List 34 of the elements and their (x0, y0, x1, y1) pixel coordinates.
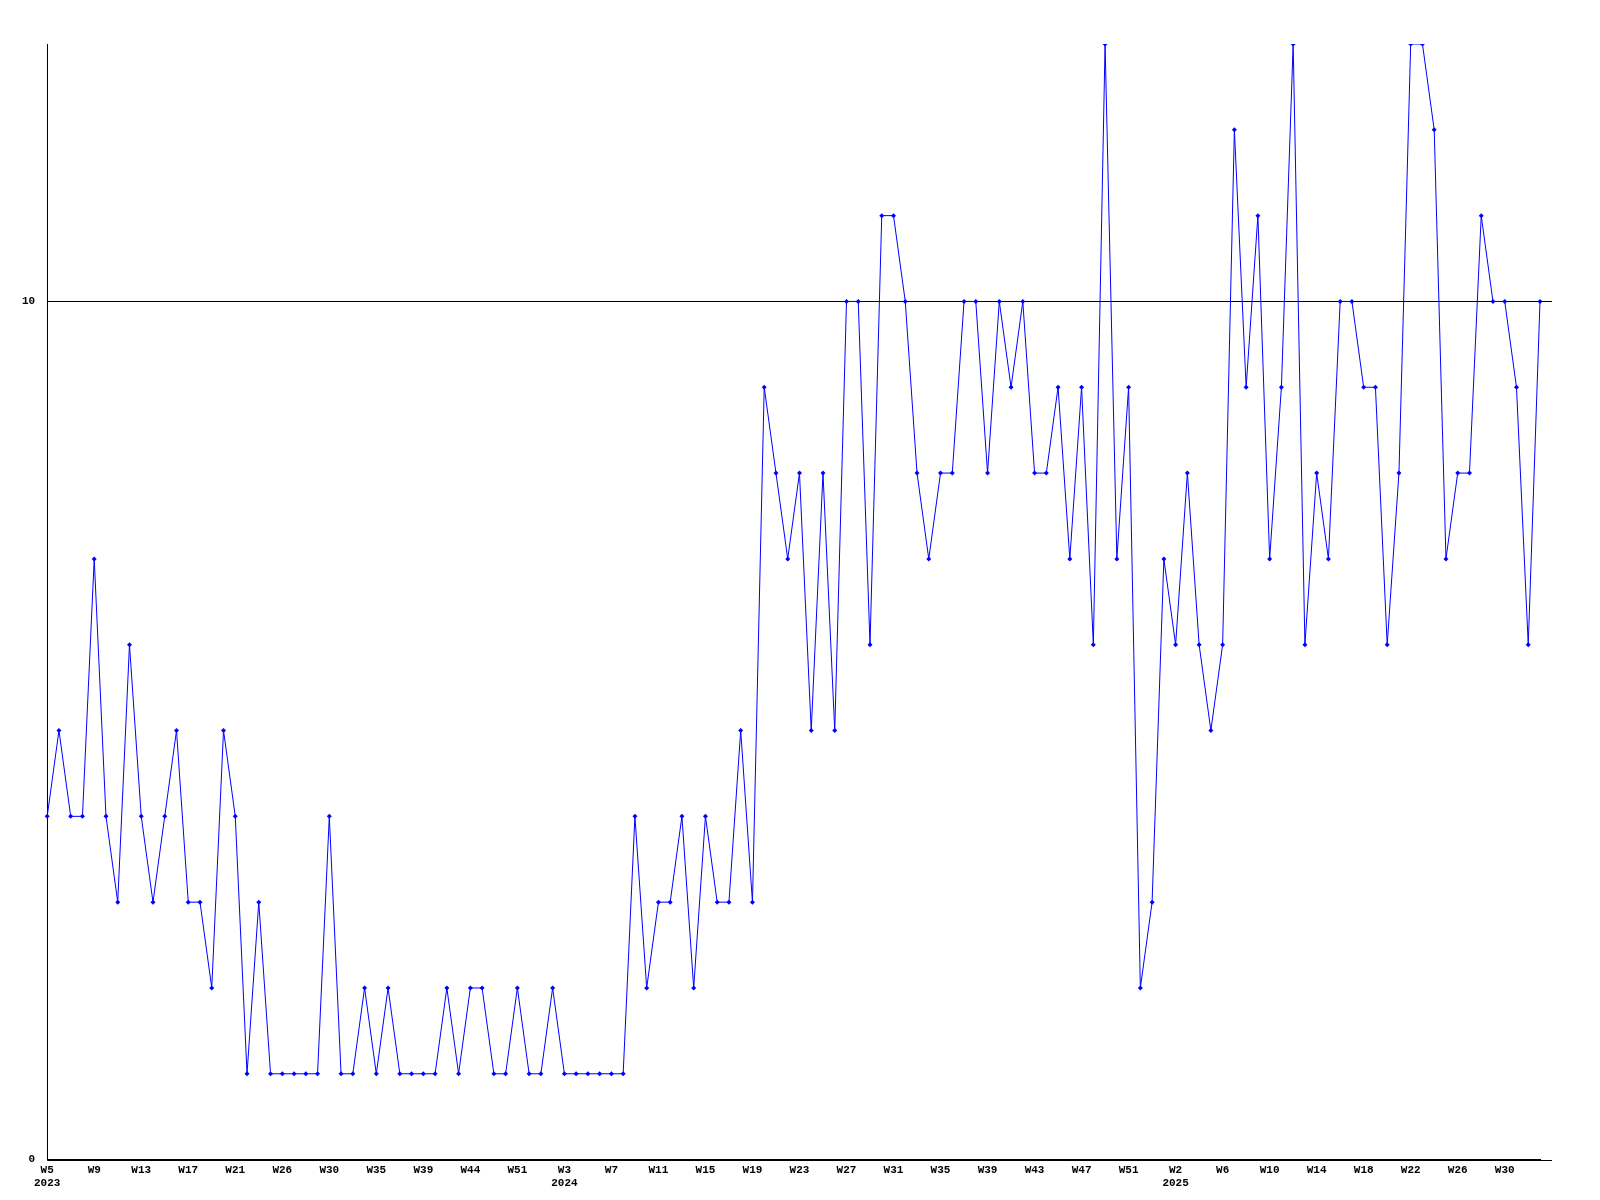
x-tick-label: W27 (836, 1163, 857, 1176)
x-tick-label: W11 (648, 1163, 669, 1176)
x-tick-label: W7 (604, 1163, 619, 1176)
x-tick-label: W17 (178, 1163, 199, 1176)
x-tick-label: W6 (1216, 1163, 1230, 1176)
x-tick-label: W30 (1494, 1163, 1515, 1176)
x-tick-label: W19 (742, 1163, 763, 1176)
x-tick-label: W23 (789, 1163, 810, 1176)
x-tick-label: W5 2023 (34, 1163, 61, 1190)
x-tick-label: W35 (366, 1163, 387, 1176)
x-tick-label: W14 (1306, 1163, 1327, 1176)
x-tick-label: W43 (1024, 1163, 1045, 1176)
x-tick-label: W10 (1259, 1163, 1280, 1176)
x-tick-label: W39 (977, 1163, 998, 1176)
x-tick-label: W39 (413, 1163, 434, 1176)
x-tick-label: W51 (1118, 1163, 1139, 1176)
x-tick-label: W18 (1353, 1163, 1374, 1176)
x-tick-label: W30 (319, 1163, 340, 1176)
y-tick-label: 10 (22, 295, 36, 308)
x-tick-label: W26 (1447, 1163, 1468, 1176)
x-tick-label: W15 (695, 1163, 716, 1176)
x-tick-label: W44 (460, 1163, 481, 1176)
x-tick-label: W21 (225, 1163, 246, 1176)
x-tick-label: W47 (1071, 1163, 1092, 1176)
x-tick-label: W13 (131, 1163, 152, 1176)
x-tick-label: W31 (883, 1163, 904, 1176)
x-tick-label: W2 2025 (1162, 1163, 1190, 1190)
x-tick-label: W9 (87, 1163, 101, 1176)
x-tick-label: W51 (507, 1163, 528, 1176)
x-tick-label: W35 (930, 1163, 951, 1176)
x-tick-label: W3 2024 (551, 1163, 578, 1190)
x-tick-label: W26 (272, 1163, 293, 1176)
x-tick-label: W22 (1400, 1163, 1421, 1176)
y-tick-label: 0 (28, 1153, 36, 1166)
